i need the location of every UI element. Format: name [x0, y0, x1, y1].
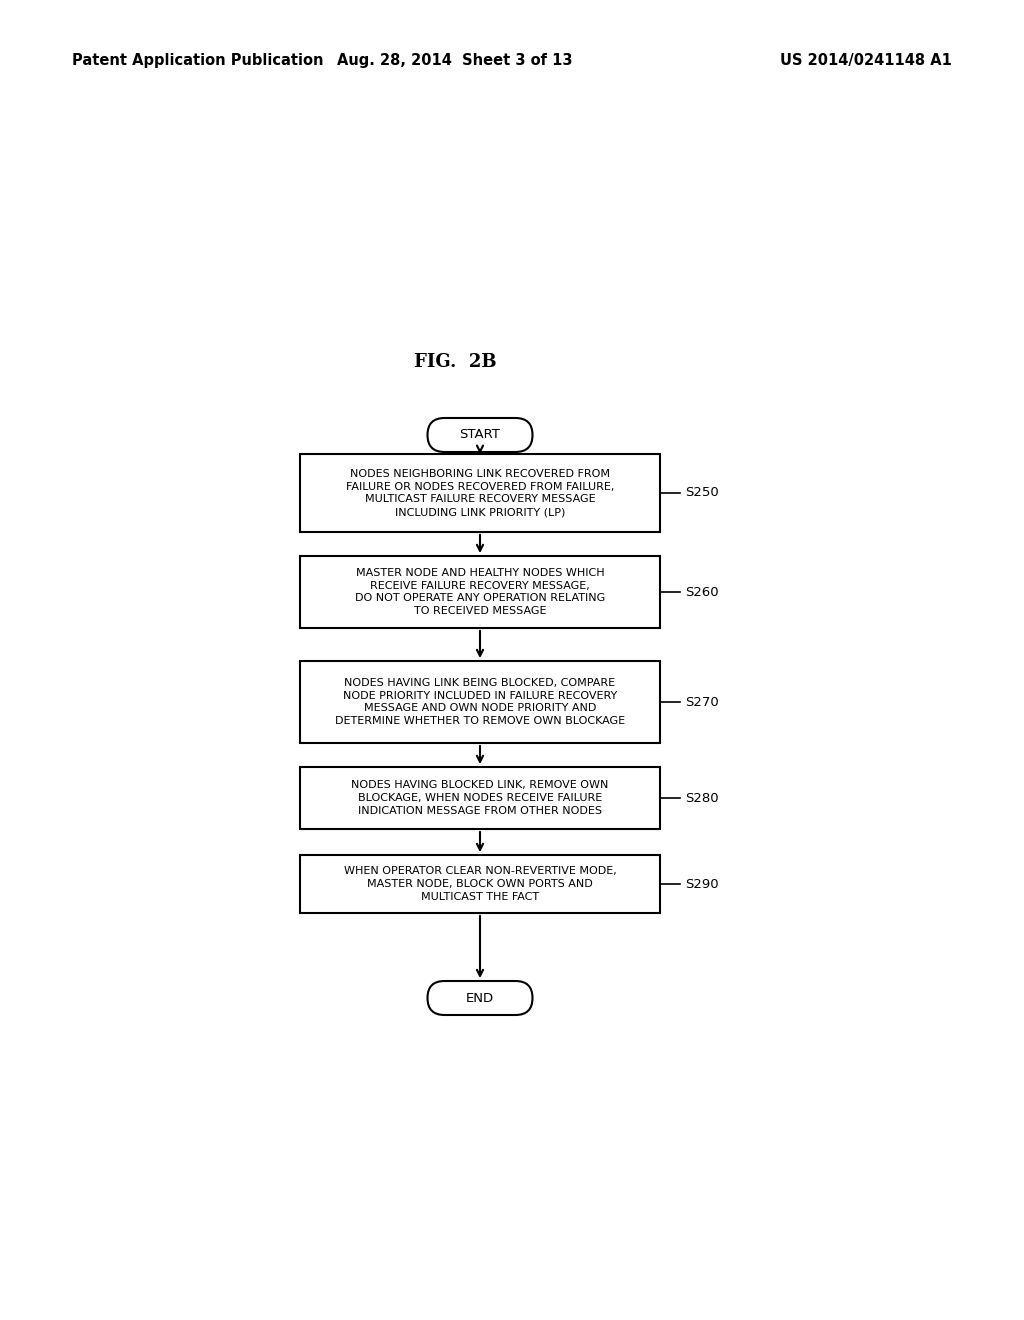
- FancyBboxPatch shape: [300, 855, 660, 913]
- Text: NODES NEIGHBORING LINK RECOVERED FROM
FAILURE OR NODES RECOVERED FROM FAILURE,
M: NODES NEIGHBORING LINK RECOVERED FROM FA…: [346, 469, 614, 517]
- Text: US 2014/0241148 A1: US 2014/0241148 A1: [780, 53, 952, 69]
- FancyBboxPatch shape: [427, 418, 532, 451]
- Text: Aug. 28, 2014  Sheet 3 of 13: Aug. 28, 2014 Sheet 3 of 13: [337, 53, 572, 69]
- Text: NODES HAVING BLOCKED LINK, REMOVE OWN
BLOCKAGE, WHEN NODES RECEIVE FAILURE
INDIC: NODES HAVING BLOCKED LINK, REMOVE OWN BL…: [351, 780, 608, 816]
- Text: Patent Application Publication: Patent Application Publication: [72, 53, 324, 69]
- FancyBboxPatch shape: [427, 981, 532, 1015]
- Text: MASTER NODE AND HEALTHY NODES WHICH
RECEIVE FAILURE RECOVERY MESSAGE,
DO NOT OPE: MASTER NODE AND HEALTHY NODES WHICH RECE…: [355, 568, 605, 616]
- Text: START: START: [460, 429, 501, 441]
- FancyBboxPatch shape: [300, 454, 660, 532]
- Text: S280: S280: [685, 792, 719, 804]
- Text: S260: S260: [685, 586, 719, 598]
- FancyBboxPatch shape: [300, 556, 660, 628]
- Text: END: END: [466, 991, 494, 1005]
- Text: FIG.  2B: FIG. 2B: [414, 352, 497, 371]
- FancyBboxPatch shape: [300, 767, 660, 829]
- FancyBboxPatch shape: [300, 661, 660, 743]
- Text: S290: S290: [685, 878, 719, 891]
- Text: WHEN OPERATOR CLEAR NON-REVERTIVE MODE,
MASTER NODE, BLOCK OWN PORTS AND
MULTICA: WHEN OPERATOR CLEAR NON-REVERTIVE MODE, …: [344, 866, 616, 902]
- Text: S270: S270: [685, 696, 719, 709]
- Text: NODES HAVING LINK BEING BLOCKED, COMPARE
NODE PRIORITY INCLUDED IN FAILURE RECOV: NODES HAVING LINK BEING BLOCKED, COMPARE…: [335, 677, 625, 726]
- Text: S250: S250: [685, 487, 719, 499]
